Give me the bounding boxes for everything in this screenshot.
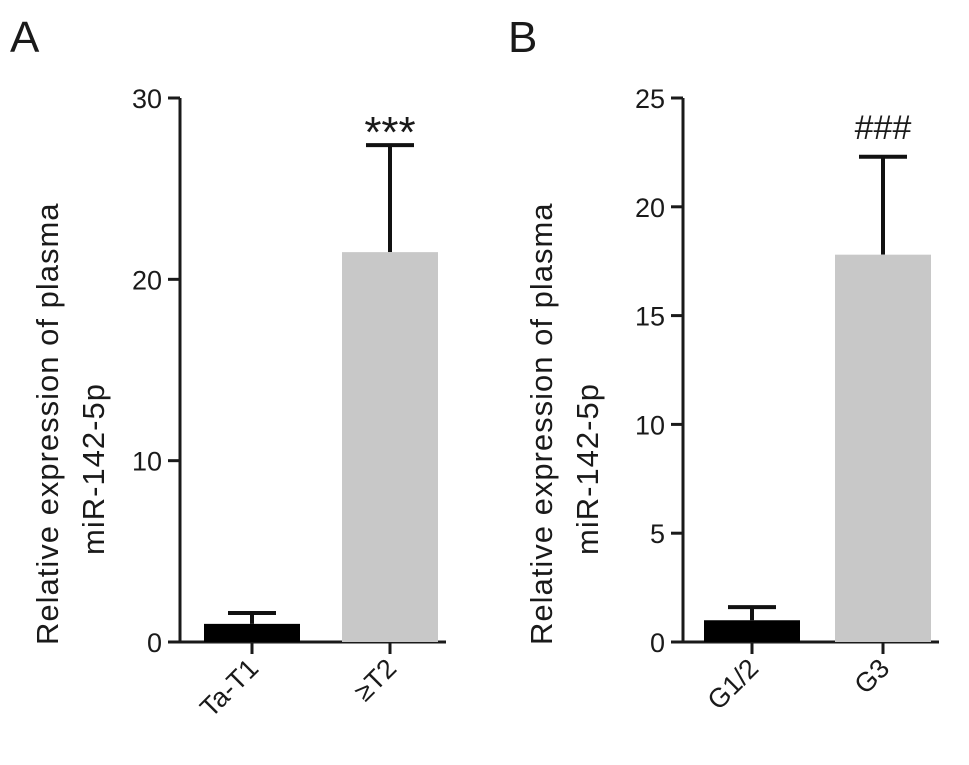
ylabel-line-1: Relative expression of plasma <box>524 202 559 645</box>
category-label: G3 <box>849 653 896 700</box>
panel-label-b: B <box>508 13 537 62</box>
y-tick-label: 0 <box>650 628 665 658</box>
y-tick-label: 10 <box>132 447 162 477</box>
bar <box>342 252 438 642</box>
panel-b: B Relative expression of plasma miR-142-… <box>508 13 939 716</box>
y-tick-label: 20 <box>635 193 665 223</box>
bar <box>204 623 300 642</box>
y-tick-label: 10 <box>635 410 665 440</box>
ylabel-line-1: Relative expression of plasma <box>30 202 65 645</box>
category-label: Ta-T1 <box>194 653 264 723</box>
y-tick-label: 30 <box>132 84 162 114</box>
significance-label: ### <box>855 109 912 147</box>
y-tick-label: 15 <box>635 302 665 332</box>
category-label: ≥T2 <box>348 653 402 707</box>
category-label: G1/2 <box>702 653 765 716</box>
y-tick-label: 20 <box>132 265 162 295</box>
bar <box>835 254 931 642</box>
significance-label: *** <box>364 108 415 157</box>
panel-a: A Relative expression of plasma miR-142-… <box>10 13 446 723</box>
ylabel-line-2: miR-142-5p <box>570 383 605 555</box>
bar <box>704 620 800 642</box>
panel-label-a: A <box>10 13 40 62</box>
ylabel-line-2: miR-142-5p <box>76 383 111 555</box>
y-tick-label: 25 <box>635 84 665 114</box>
y-tick-label: 5 <box>650 519 665 549</box>
y-tick-label: 0 <box>147 628 162 658</box>
